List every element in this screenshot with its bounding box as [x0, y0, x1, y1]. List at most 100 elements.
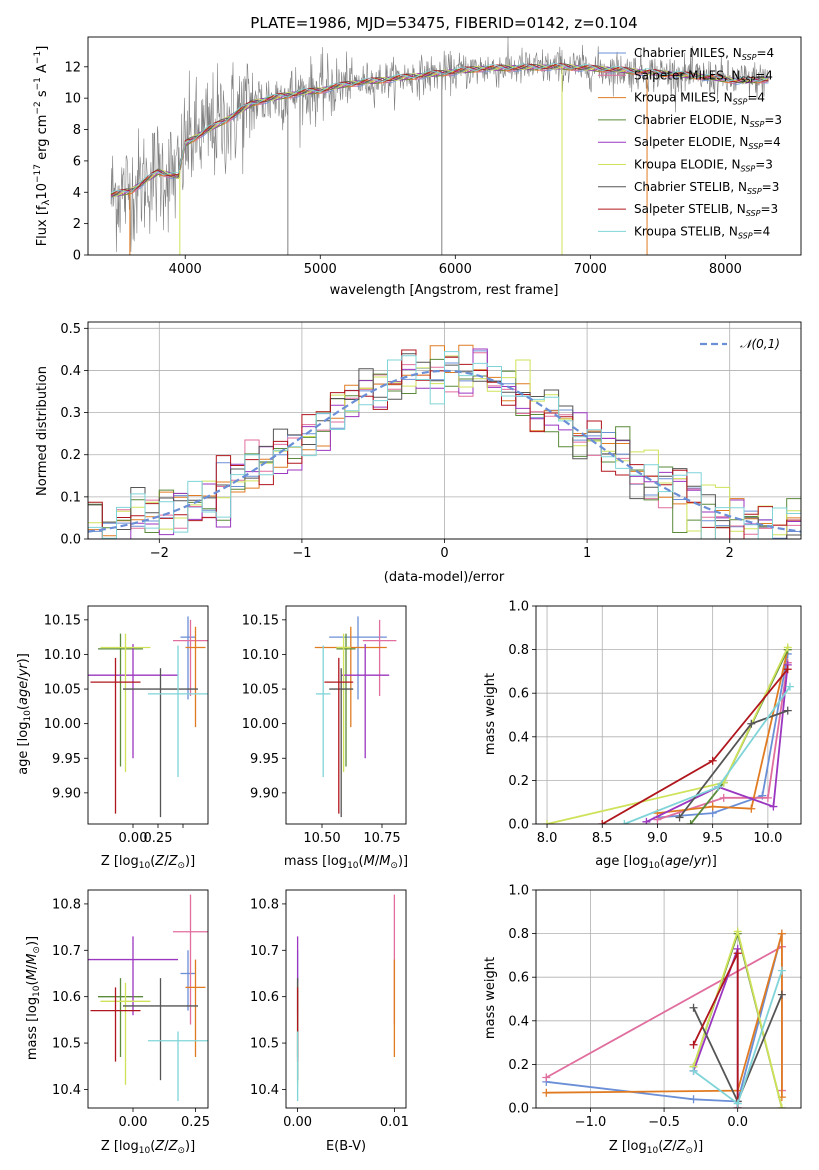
wZ-ytick-label: 0.6 [508, 971, 529, 986]
wage-ytick-label: 0.4 [508, 730, 529, 745]
residuals-ytick-label: 0.5 [60, 322, 81, 337]
wZ-marker-kroupa_stelib [733, 1099, 742, 1108]
legend-label-salpeter_elodie: Salpeter ELODIE, NSSP=4 [634, 135, 781, 151]
wage-ytick-label: 1.0 [508, 600, 529, 615]
spectrum-xtick-label: 6000 [439, 262, 472, 277]
spectrum-ytick-label: 12 [64, 60, 81, 75]
ageZ-ytick-label: 10.00 [44, 717, 81, 732]
wZ-axes: −1.0 −0.5 0.0 0.0 0.2 0.4 0.6 0.8 1.0 [508, 884, 801, 1130]
spectrum-ytick-label: 8 [73, 123, 81, 138]
wZ-marker-chabrier_miles [689, 1095, 698, 1104]
wage-series-salpeter_elodie [646, 664, 789, 823]
wZ-marker-chabrier_stelib [777, 990, 786, 999]
wage-marker-kroupa_elodie [543, 820, 552, 824]
wZ-ylabel: mass weight [483, 957, 498, 1039]
wage-marker-salpeter_miles [719, 793, 728, 802]
wZ-ytick-label: 0.0 [508, 1102, 529, 1117]
agemass-frame [285, 605, 407, 825]
wage-xtick-label: 8.5 [592, 831, 613, 846]
wage-ytick-label: 0.8 [508, 643, 529, 658]
wZ-marker-salpeter_miles [542, 1073, 551, 1082]
massZ-ytick-label: 10.4 [52, 1083, 81, 1098]
residuals-xtick-label: −2 [150, 546, 169, 561]
wZ-marker-kroupa_stelib [689, 1066, 698, 1075]
spectrum-model-kroupa_stelib [110, 62, 769, 193]
legend-label-chabrier_miles: Chabrier MILES, NSSP=4 [634, 46, 774, 62]
wage-lines [543, 643, 794, 824]
residuals-ytick-label: 0.3 [60, 406, 81, 421]
ageZ-ylabel: age [log10(age/yr)] [16, 653, 33, 775]
wZ-series-kroupa_miles [546, 933, 783, 1098]
massZ-ytick-label: 10.8 [52, 897, 81, 912]
spectrum-ytick-label: 2 [73, 217, 81, 232]
ebv-ytick-label: 10.4 [250, 1083, 279, 1098]
wZ-xlabel: Z [log10(Z/Z⊙)] [609, 1139, 703, 1156]
ebv-xlabel: E(B-V) [326, 1139, 366, 1154]
wZ-frame [535, 889, 802, 1109]
agemass-ytick-label: 10.10 [242, 648, 279, 663]
ebv-bars [296, 894, 396, 1102]
spectrum-model-chabrier_miles [110, 65, 769, 199]
ageZ-ytick-label: 9.90 [52, 786, 81, 801]
ebv-ytick-label: 10.6 [250, 990, 279, 1005]
wage-xtick-label: 8.0 [537, 831, 558, 846]
ageZ-xtick-label: 0.00 [119, 831, 148, 846]
agemass-xlabel: mass [log10(M/M⊙)] [284, 854, 408, 871]
legend-label-kroupa_miles: Kroupa MILES, NSSP=4 [634, 91, 765, 107]
spectrum-xtick-label: 4000 [169, 262, 202, 277]
wage-ylabel: mass weight [483, 673, 498, 755]
spectrum-model-salpeter_stelib [110, 63, 769, 196]
residuals-ytick-label: 0.1 [60, 490, 81, 505]
wZ-xtick-label: −0.5 [648, 1115, 680, 1130]
wZ-marker-kroupa_miles [542, 1088, 551, 1097]
wage-series-salpeter_stelib [601, 668, 789, 824]
wage-marker-kroupa_miles [747, 804, 756, 813]
ageZ-ytick-label: 9.95 [52, 752, 81, 767]
wZ-ytick-label: 0.2 [508, 1058, 529, 1073]
spectrum-model-kroupa_elodie [111, 64, 769, 198]
spectrum-ytick-label: 10 [64, 92, 81, 107]
residuals-xtick-label: 0 [440, 546, 448, 561]
wZ-marker-kroupa_stelib [777, 966, 786, 975]
spectrum-model-chabrier_stelib [110, 63, 769, 198]
wage-marker-salpeter_stelib [783, 665, 792, 674]
massZ-axes: 0.00 0.25 10.4 10.5 10.6 10.7 10.8 [52, 897, 210, 1130]
spectrum-ytick-label: 6 [73, 154, 81, 169]
wZ-ytick-label: 0.8 [508, 927, 529, 942]
spectrum-xlabel: wavelength [Angstrom, rest frame] [330, 283, 559, 298]
massZ-xtick-label: 0.25 [181, 1115, 210, 1130]
figure-title: PLATE=1986, MJD=53475, FIBERID=0142, z=0… [250, 14, 637, 32]
residuals-ylabel: Normed distribution [35, 366, 50, 496]
legend-label-kroupa_elodie: Kroupa ELODIE, NSSP=3 [634, 158, 773, 174]
massZ-xlabel: Z [log10(Z/Z⊙)] [101, 1139, 195, 1156]
spectrum-legend: Chabrier MILES, NSSP=4 Salpeter MILES, NS… [598, 46, 782, 240]
normal-legend-label: 𝒩(0,1) [740, 337, 780, 351]
wage-marker-chabrier_stelib [747, 719, 756, 728]
legend-label-salpeter_stelib: Salpeter STELIB, NSSP=3 [634, 202, 778, 218]
ebv-frame [285, 889, 407, 1109]
wage-marker-salpeter_miles [763, 793, 772, 802]
residuals-hist-kroupa_stelib [88, 351, 801, 539]
spectrum-axes: 4000 5000 6000 7000 8000 0 2 4 6 8 10 12 [64, 60, 741, 277]
residuals-xlabel: (data-model)/error [384, 570, 505, 585]
massZ-ytick-label: 10.5 [52, 1037, 81, 1052]
wage-axes: 8.0 8.5 9.0 9.5 10.0 0.0 0.2 0.4 0.6 0.8 1.0 [508, 600, 801, 846]
massZ-bars [88, 894, 208, 1102]
wage-marker-salpeter_stelib [598, 820, 607, 824]
agemass-axes: 10.50 10.75 9.90 9.95 10.00 10.05 10.10 10.15 [242, 613, 401, 846]
ebv-ytick-label: 10.8 [250, 897, 279, 912]
agemass-ytick-label: 10.05 [242, 683, 279, 698]
spectrum-xtick-label: 8000 [709, 262, 742, 277]
wage-series-chabrier_miles [657, 653, 789, 819]
wage-marker-salpeter_elodie [769, 802, 778, 811]
massZ-xtick-label: 0.00 [119, 1115, 148, 1130]
residuals-ytick-label: 0.0 [60, 533, 81, 548]
residuals-axes: −2 −1 0 1 2 0.0 0.1 0.2 0.3 0.4 0.5 [60, 322, 801, 561]
residuals-xtick-label: 2 [726, 546, 734, 561]
wage-marker-kroupa_stelib [620, 820, 629, 824]
wZ-marker-chabrier_stelib [689, 1003, 698, 1012]
spectrum-frame [87, 36, 802, 256]
spectrum-ytick-label: 0 [73, 249, 81, 264]
wage-xtick-label: 9.0 [647, 831, 668, 846]
